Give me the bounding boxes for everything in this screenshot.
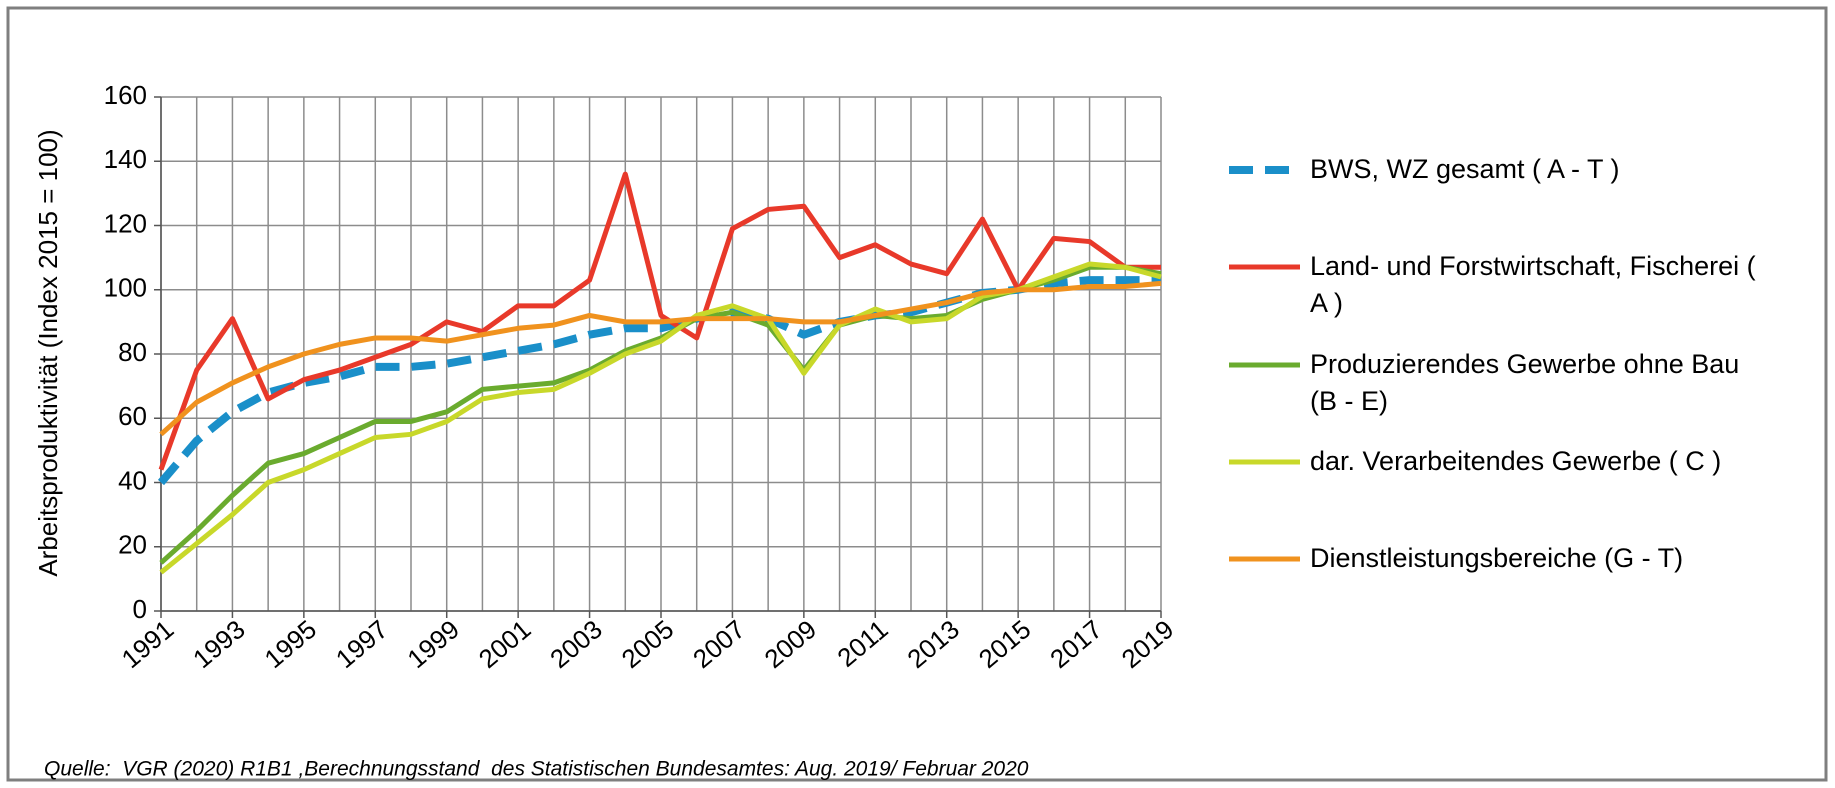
legend-label: Dienstleistungsbereiche (G - T) (1310, 543, 1684, 573)
y-tick-label: 40 (118, 465, 147, 495)
legend-label: Land- und Forstwirtschaft, Fischerei ( A… (1310, 251, 1756, 318)
legend-label: Produzierendes Gewerbe ohne Bau (B - E) (1310, 349, 1740, 416)
y-tick-label: 160 (104, 80, 147, 110)
y-tick-label: 20 (118, 530, 147, 560)
legend-label: dar. Verarbeitendes Gewerbe ( C ) (1310, 446, 1722, 476)
y-tick-label: 60 (118, 401, 147, 431)
y-tick-label: 120 (104, 208, 147, 238)
y-tick-label: 0 (133, 594, 147, 624)
data-line (158, 171, 1161, 471)
legend-label: BWS, WZ gesamt ( A - T ) (1310, 154, 1620, 184)
y-tick-label: 100 (104, 273, 147, 303)
y-tick-label: 140 (104, 144, 147, 174)
source-note: Quelle: VGR (2020) R1B1 ,Berechnungsstan… (44, 758, 1029, 781)
y-tick-label: 80 (118, 337, 147, 367)
y-axis-title: Arbeitsproduktivität (Index 2015 = 100) (33, 129, 63, 576)
chart-frame (6, 6, 1828, 782)
data-line (159, 280, 1162, 437)
